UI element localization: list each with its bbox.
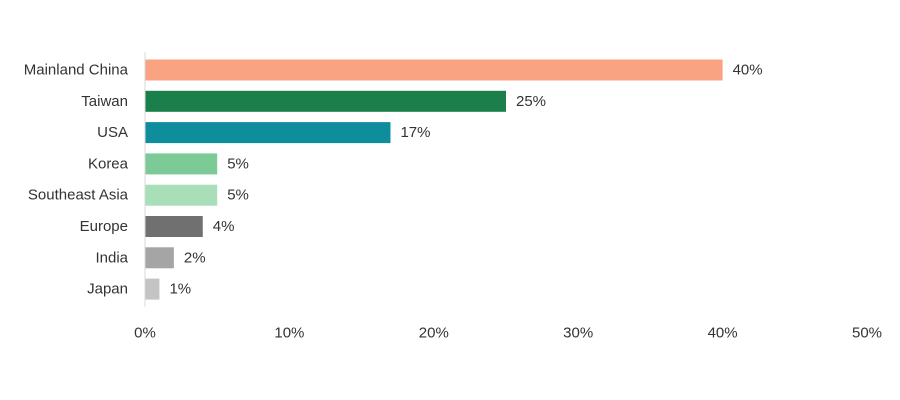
x-tick-label: 30% <box>563 325 593 342</box>
category-label-mainland-china: Mainland China <box>24 62 129 79</box>
x-tick-label: 0% <box>134 325 156 342</box>
bar-mainland-china <box>145 59 723 81</box>
x-tick-label: 50% <box>852 325 882 342</box>
bars-layer <box>145 59 723 300</box>
bar-europe <box>145 216 203 237</box>
category-label-southeast-asia: Southeast Asia <box>28 187 129 204</box>
bar-southeast-asia <box>145 184 218 206</box>
category-labels: Mainland China Taiwan USA Korea Southeast As… <box>24 62 129 298</box>
bar-taiwan <box>145 90 506 112</box>
value-label-usa: 17% <box>400 124 430 141</box>
value-labels: 40% 25% 17% 5% 5% 4% 2% 1% <box>169 62 762 298</box>
value-label-mainland-china: 40% <box>733 62 763 79</box>
bar-india <box>145 247 174 269</box>
x-tick-label: 10% <box>274 325 304 342</box>
value-label-southeast-asia: 5% <box>227 187 249 204</box>
category-label-japan: Japan <box>87 281 128 298</box>
x-tick-label: 40% <box>708 325 738 342</box>
category-label-india: India <box>95 249 128 266</box>
value-label-india: 2% <box>184 249 206 266</box>
bar-usa <box>145 122 391 144</box>
value-label-taiwan: 25% <box>516 93 546 110</box>
bar-korea <box>145 153 218 175</box>
category-label-korea: Korea <box>88 155 129 172</box>
category-label-usa: USA <box>97 124 128 141</box>
value-label-japan: 1% <box>169 281 191 298</box>
x-axis-tick-labels: 0% 10% 20% 30% 40% 50% <box>134 325 882 342</box>
value-label-korea: 5% <box>227 155 249 172</box>
value-label-europe: 4% <box>213 218 235 235</box>
bar-japan <box>145 278 160 300</box>
x-tick-label: 20% <box>419 325 449 342</box>
category-label-europe: Europe <box>80 218 128 235</box>
category-label-taiwan: Taiwan <box>81 93 128 110</box>
